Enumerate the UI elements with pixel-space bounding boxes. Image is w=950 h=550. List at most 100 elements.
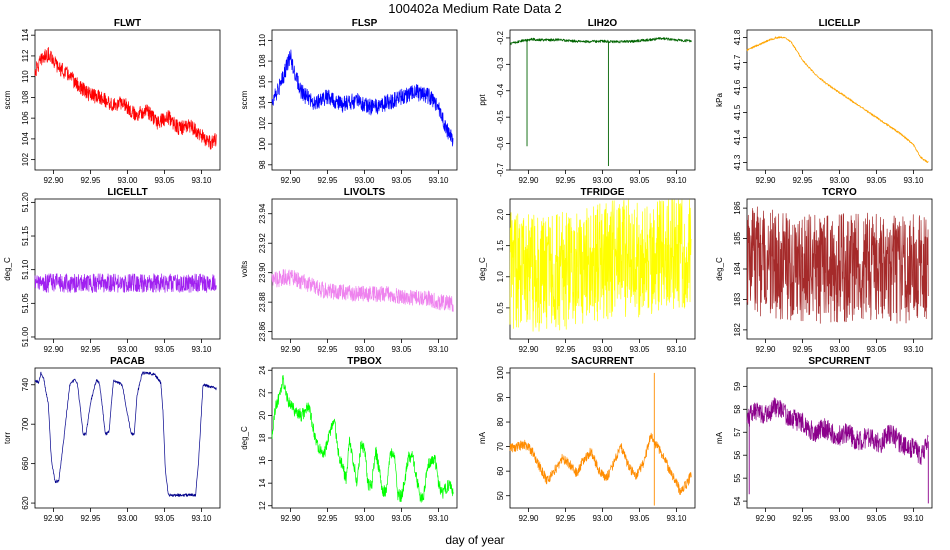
plot-frame <box>509 29 696 171</box>
y-tick-label: 1.0 <box>496 271 505 283</box>
x-tick-label: 93.10 <box>428 176 449 185</box>
series-line-spcurrent <box>746 397 929 466</box>
panel-flwt: FLWT sccm 92.90 92.95 93.00 93.05 93.10 102 104 1… <box>3 18 221 185</box>
x-tick-label: 92.95 <box>555 176 576 185</box>
panel-flsp: FLSP sccm 92.90 92.95 93.00 93.05 93.10 98 100 10… <box>240 18 458 185</box>
panel-sacurrent: SACURRENT mA 92.90 92.95 93.00 93.05 93.10 50 60… <box>478 356 696 523</box>
x-tick-label: 93.00 <box>354 176 375 185</box>
figure-title: 100402a Medium Rate Data 2 <box>388 1 561 16</box>
x-tick-label: 92.90 <box>755 514 776 523</box>
y-tick-label: -0.5 <box>496 110 505 124</box>
y-tick-label: 620 <box>21 496 30 510</box>
x-tick-label: 93.10 <box>666 176 687 185</box>
y-tick-label: -0.2 <box>496 30 505 44</box>
panel-tpbox: TPBOX deg_C 92.90 92.95 93.00 93.05 93.10 12 14 1… <box>240 356 458 523</box>
panel-title: PACAB <box>110 356 145 367</box>
y-tick-label: 184 <box>733 262 742 276</box>
x-tick-label: 92.95 <box>80 514 101 523</box>
y-tick-label: 0.5 <box>496 302 505 314</box>
x-tick-label: 92.90 <box>280 176 301 185</box>
y-tick-label: 18 <box>258 433 267 442</box>
y-tick-label: 104 <box>258 95 267 109</box>
x-tick-label: 92.90 <box>43 514 64 523</box>
y-tick-label: 23.90 <box>258 262 267 283</box>
y-tick-label: 112 <box>21 49 30 62</box>
panel-tcryo: TCRYO deg_C 92.90 92.95 93.00 93.05 93.10 182 18… <box>715 187 933 354</box>
y-tick-label: 41.6 <box>733 79 742 95</box>
y-axis-label: sccm <box>3 90 12 109</box>
y-axis-label: ppt <box>478 94 487 106</box>
x-tick-label: 92.95 <box>555 345 576 354</box>
y-tick-label: 41.7 <box>733 54 742 70</box>
x-tick-label: 93.00 <box>592 345 613 354</box>
y-tick-label: 51.20 <box>21 192 30 213</box>
y-tick-label: 108 <box>21 90 30 104</box>
x-tick-label: 92.90 <box>518 514 539 523</box>
y-tick-label: 104 <box>21 132 30 146</box>
y-tick-label: 660 <box>21 456 30 470</box>
y-tick-label: 70 <box>496 442 505 451</box>
x-tick-label: 93.10 <box>428 345 449 354</box>
y-tick-label: 700 <box>21 417 30 431</box>
panel-title: FLWT <box>114 18 141 29</box>
series-line-flsp <box>271 49 454 147</box>
x-tick-label: 93.00 <box>354 345 375 354</box>
y-tick-label: 51.15 <box>21 225 30 246</box>
y-tick-label: 102 <box>21 152 30 166</box>
series-line-sacurrent <box>509 432 692 496</box>
plot-frame <box>271 198 458 340</box>
x-tick-label: 93.10 <box>903 176 924 185</box>
y-tick-label: 51.05 <box>21 293 30 314</box>
panel-title: TPBOX <box>347 356 382 367</box>
panel-title: LIVOLTS <box>344 187 386 198</box>
y-tick-label: 12 <box>258 501 267 510</box>
x-tick-label: 92.90 <box>518 345 539 354</box>
y-axis-label: deg_C <box>715 257 724 281</box>
y-tick-label: -0.4 <box>496 83 505 97</box>
y-tick-label: 41.5 <box>733 104 742 120</box>
y-tick-label: -0.7 <box>496 163 505 177</box>
panel-title: LICELLT <box>107 187 147 198</box>
x-tick-label: 93.05 <box>629 514 650 523</box>
x-tick-label: 93.00 <box>117 514 138 523</box>
x-tick-label: 92.95 <box>317 176 338 185</box>
y-tick-label: 110 <box>21 70 30 83</box>
y-tick-label: 54 <box>733 496 742 505</box>
series-line-flwt <box>34 47 217 150</box>
series-line-licellt <box>34 273 217 293</box>
panel-title: SPCURRENT <box>808 356 870 367</box>
x-tick-label: 93.05 <box>629 176 650 185</box>
x-tick-label: 92.95 <box>792 176 813 185</box>
panel-licellt: LICELLT deg_C 92.90 92.95 93.00 93.05 93.10 51.… <box>3 187 221 354</box>
y-axis-label: deg_C <box>240 426 249 450</box>
x-tick-label: 93.05 <box>629 345 650 354</box>
panel-grid: FLWT sccm 92.90 92.95 93.00 93.05 93.10 102 104 1… <box>3 18 933 523</box>
y-tick-label: 16 <box>258 456 267 465</box>
y-tick-label: 41.4 <box>733 129 742 145</box>
panel-title: LICELLP <box>819 18 861 29</box>
y-tick-label: 23.92 <box>258 233 267 254</box>
y-tick-label: 22 <box>258 388 267 397</box>
plot-frame <box>34 367 221 509</box>
x-tick-label: 92.90 <box>518 176 539 185</box>
y-axis-label: torr <box>3 432 12 444</box>
y-axis-label: volts <box>240 261 249 277</box>
y-tick-label: 98 <box>258 160 267 169</box>
y-tick-label: 58 <box>733 404 742 413</box>
series-line-pacab <box>34 371 217 498</box>
x-tick-label: 92.95 <box>792 345 813 354</box>
series-line-tcryo <box>746 206 929 324</box>
x-tick-label: 93.10 <box>428 514 449 523</box>
x-tick-label: 92.95 <box>317 514 338 523</box>
y-axis-label: mA <box>715 431 724 444</box>
y-tick-label: 57 <box>733 427 742 436</box>
x-tick-label: 93.00 <box>829 176 850 185</box>
y-tick-label: 56 <box>733 450 742 459</box>
x-tick-label: 93.05 <box>154 176 175 185</box>
x-tick-label: 93.05 <box>866 345 887 354</box>
series-line-licellp <box>746 36 929 163</box>
plot-frame <box>509 367 696 509</box>
panel-licellp: LICELLP kPa 92.90 92.95 93.00 93.05 93.10 41.3 4… <box>715 18 933 185</box>
x-tick-label: 92.90 <box>755 345 776 354</box>
y-tick-label: -0.3 <box>496 57 505 71</box>
